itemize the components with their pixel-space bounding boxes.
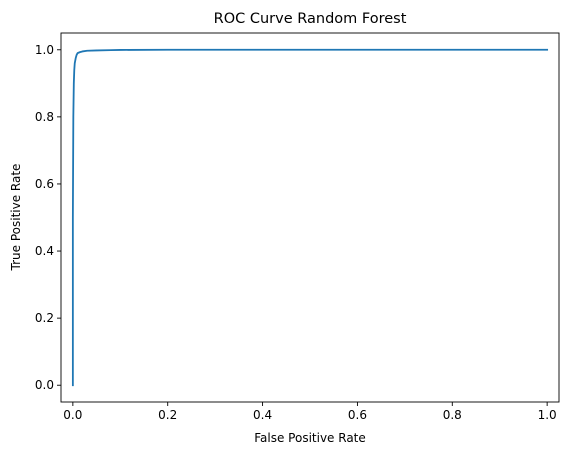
y-tick-label: 0.6 — [35, 177, 54, 191]
y-axis-label: True Positive Rate — [9, 164, 23, 272]
x-tick-label: 0.4 — [253, 408, 272, 422]
y-tick-label: 0.2 — [35, 311, 54, 325]
y-tick-label: 0.0 — [35, 378, 54, 392]
x-tick-label: 0.0 — [63, 408, 82, 422]
y-tick-label: 0.8 — [35, 110, 54, 124]
axes-frame — [60, 32, 560, 403]
x-tick-label: 0.2 — [158, 408, 177, 422]
x-axis-label: False Positive Rate — [254, 431, 366, 445]
x-tick-label: 0.8 — [443, 408, 462, 422]
plot-area: 0.0 0.2 0.4 0.6 0.8 1.0 0.0 0.2 0.4 0.6 0.8 1.0 — [35, 32, 560, 422]
roc-curve-line-0 — [71, 48, 549, 387]
x-tick-label: 1.0 — [538, 408, 557, 422]
x-tick-label: 0.6 — [348, 408, 367, 422]
chart-title: ROC Curve Random Forest — [214, 11, 407, 27]
y-tick-label: 1.0 — [35, 43, 54, 57]
y-tick-label: 0.4 — [35, 244, 54, 258]
